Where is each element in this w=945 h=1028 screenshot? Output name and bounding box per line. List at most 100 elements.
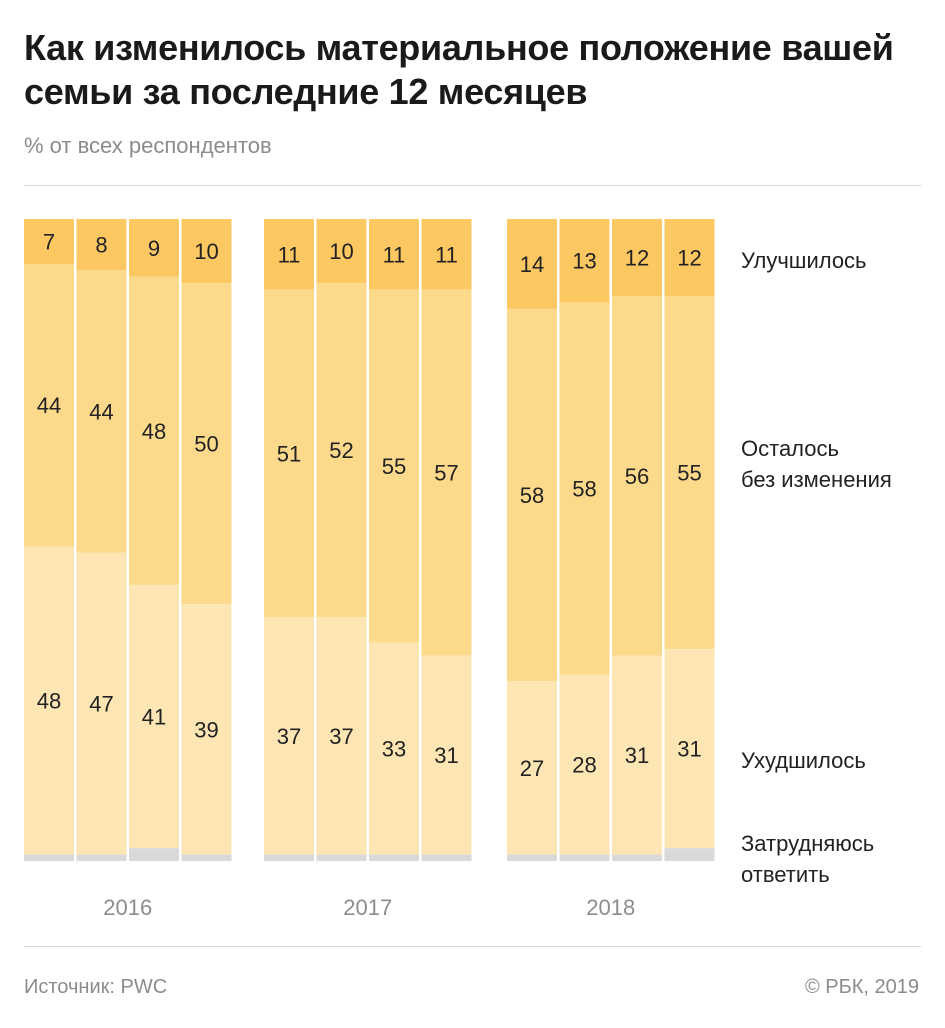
- bar-segment: [264, 289, 314, 618]
- data-label: 28: [572, 753, 596, 778]
- data-label: 10: [194, 239, 218, 264]
- data-label: 31: [677, 737, 701, 762]
- bar-segment: [181, 219, 232, 284]
- data-label: 52: [329, 438, 353, 463]
- bar-segment: [664, 296, 715, 650]
- data-label: 41: [142, 705, 166, 730]
- chart-subtitle: % от всех респондентов: [24, 133, 272, 158]
- legend-label: ответить: [741, 862, 830, 887]
- bar-segment: [369, 219, 419, 290]
- bar-segment: [24, 854, 74, 861]
- bar-segment: [421, 219, 472, 290]
- bar-segment: [369, 854, 419, 861]
- bar-segment: [316, 854, 367, 861]
- bar-segment: [664, 219, 715, 297]
- legend-label: Осталось: [741, 436, 839, 461]
- bar-segment: [559, 219, 610, 303]
- data-label: 48: [142, 419, 166, 444]
- data-label: 8: [95, 233, 107, 258]
- data-label: 33: [382, 737, 406, 762]
- top-divider: [24, 185, 921, 186]
- bar-segment: [421, 655, 472, 855]
- bar-segment: [24, 263, 74, 547]
- bar-segment: [316, 617, 367, 855]
- data-label: 12: [677, 246, 701, 271]
- year-label: 2018: [586, 895, 635, 920]
- bar-segment: [76, 270, 127, 553]
- data-label: 11: [435, 242, 458, 267]
- bar-segment: [316, 219, 367, 284]
- legend-label: Затрудняюсь: [741, 831, 874, 856]
- data-label: 14: [520, 252, 544, 277]
- bar-segment: [129, 584, 179, 849]
- bar-segment: [76, 219, 127, 271]
- bar-segment: [129, 219, 179, 277]
- data-label: 31: [434, 743, 458, 768]
- bar-segment: [24, 219, 74, 264]
- data-label: 56: [625, 464, 649, 489]
- data-label: 11: [278, 242, 301, 267]
- bottom-divider: [24, 946, 921, 947]
- bar-segment: [507, 308, 557, 682]
- data-label: 44: [89, 400, 113, 425]
- copyright-note: © РБК, 2019: [804, 976, 919, 998]
- bar-segment: [612, 296, 662, 656]
- data-label: 51: [277, 441, 301, 466]
- bar-segment: [369, 289, 419, 643]
- data-label: 50: [194, 432, 218, 457]
- data-label: 47: [89, 692, 113, 717]
- data-label: 12: [625, 246, 649, 271]
- year-label: 2017: [343, 895, 392, 920]
- data-label: 57: [434, 461, 458, 486]
- data-label: 9: [148, 236, 160, 261]
- data-label: 11: [383, 242, 406, 267]
- data-label: 10: [329, 239, 353, 264]
- bar-segment: [421, 854, 472, 861]
- bar-segment: [316, 283, 367, 618]
- data-label: 39: [194, 717, 218, 742]
- bar-segment: [264, 219, 314, 290]
- bar-segment: [612, 655, 662, 855]
- legend-label: Улучшилось: [741, 248, 867, 273]
- bar-segment: [559, 674, 610, 855]
- data-label: 48: [37, 689, 61, 714]
- bar-segment: [181, 283, 232, 605]
- bar-segment: [559, 302, 610, 675]
- bar-segment: [129, 276, 179, 585]
- legend-label: без изменения: [741, 467, 892, 492]
- bar-segment: [507, 219, 557, 309]
- bar-segment: [76, 552, 127, 855]
- data-label: 7: [43, 229, 55, 254]
- bar-segment: [507, 681, 557, 855]
- data-label: 13: [572, 249, 596, 274]
- bar-segment: [264, 617, 314, 855]
- bar-segment: [612, 219, 662, 297]
- bar-segment: [612, 854, 662, 861]
- data-label: 37: [329, 724, 353, 749]
- bar-segment: [181, 604, 232, 855]
- bar-segment: [129, 848, 179, 861]
- data-label: 31: [625, 743, 649, 768]
- bar-segment: [664, 649, 715, 849]
- bar-segment: [369, 642, 419, 855]
- bar-segment: [664, 848, 715, 861]
- data-label: 37: [277, 724, 301, 749]
- bar-segment: [559, 854, 610, 861]
- data-label: 27: [520, 756, 544, 781]
- bar-segment: [421, 289, 472, 656]
- bar-segment: [181, 854, 232, 861]
- bar-segment: [264, 854, 314, 861]
- data-label: 58: [572, 477, 596, 502]
- data-label: 58: [520, 483, 544, 508]
- data-label: 55: [382, 454, 406, 479]
- data-label: 55: [677, 461, 701, 486]
- bar-segment: [24, 546, 74, 855]
- bar-segment: [507, 854, 557, 861]
- year-label: 2016: [103, 895, 152, 920]
- source-note: Источник: PWC: [24, 976, 168, 998]
- chart-title: Как изменилось материальное положение ва…: [24, 27, 894, 112]
- data-label: 44: [37, 393, 61, 418]
- legend-label: Ухудшилось: [741, 748, 866, 773]
- bar-segment: [76, 854, 127, 861]
